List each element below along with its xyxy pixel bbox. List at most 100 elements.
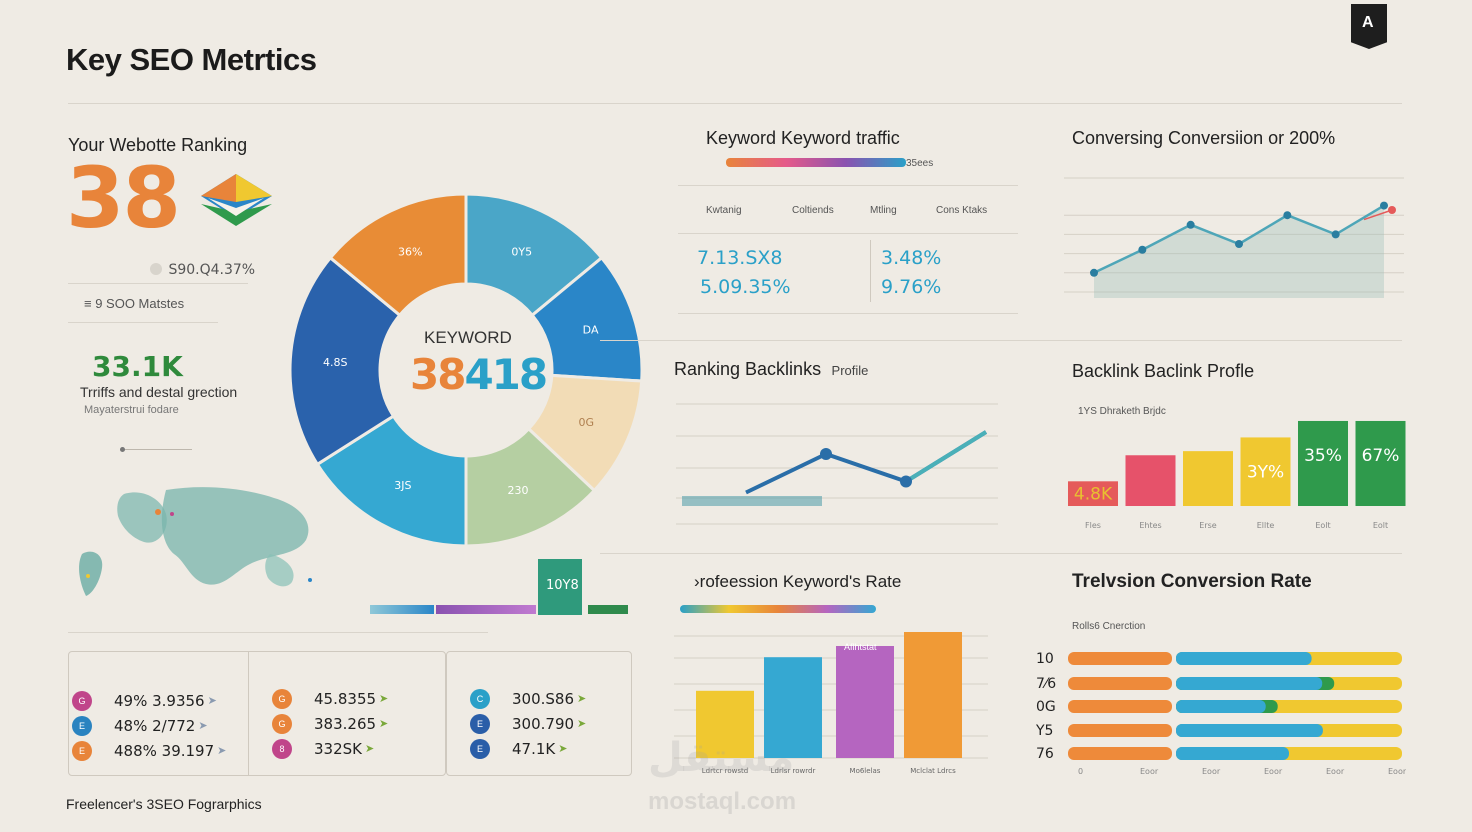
stat-row: 8 332SK ➤ xyxy=(272,736,388,761)
keyword-traffic-heading: Keyword Keyword traffic xyxy=(706,128,900,148)
bp-xlabel-2: Erse xyxy=(1199,521,1217,530)
kr-xlabel-3: Mclclat Ldrcs xyxy=(910,767,956,775)
right-lower-divider xyxy=(600,553,1402,554)
cr-orange-bar-1 xyxy=(1068,677,1172,690)
keywords-rate-bar-chart: Ldrtcr rowstd Ldrlsr rowrdr Mo6lelas Mclcla… xyxy=(674,632,988,775)
kr-xlabel-0: Ldrtcr rowstd xyxy=(702,767,748,775)
kr-xlabel-1: Ldrlsr rowrdr xyxy=(771,767,816,775)
ranking-backlinks-line-chart xyxy=(676,403,998,525)
watermark-text: mostaql.com xyxy=(648,788,797,815)
traffic-value: 33.1K xyxy=(92,350,183,383)
kr-bar-3 xyxy=(904,632,962,758)
header-divider xyxy=(68,103,1402,104)
stat-value: 383.265 xyxy=(314,714,377,733)
donut-slice-4 xyxy=(315,414,468,548)
cr-xlabel-0: 0 xyxy=(1078,767,1083,776)
keywords-rate-bar-text: Aflhtstat xyxy=(844,642,877,652)
arrow-icon: ➤ xyxy=(217,745,227,757)
stats-column-3: C 300.S86 ➤ E 300.790 ➤ E 47.1K ➤ xyxy=(470,686,586,761)
donut-badge: 10Y8 xyxy=(546,578,579,593)
kt-right-value-2: 9.76% xyxy=(881,276,942,298)
cr-orange-bar-3 xyxy=(1068,724,1172,737)
bullet-icon xyxy=(150,263,162,275)
ranking-sub-value-text: S90.Q4.37% xyxy=(168,262,256,278)
stat-row: C 300.S86 ➤ xyxy=(470,686,586,711)
stat-row: G 49% 3.9356 ➤ xyxy=(72,688,226,713)
stat-row: E 48% 2/772 ➤ xyxy=(72,713,226,738)
bp-bar-3 xyxy=(1240,437,1291,506)
backlink-profile-bar-chart: 4.8K Fles Ehtes Erse 3Y% Ellte 35% Eolt 67% Eolt xyxy=(1068,420,1406,530)
kt-col-divider xyxy=(870,240,871,302)
cr-row-label-2: 0G xyxy=(1036,699,1056,715)
conv-point xyxy=(1283,211,1292,220)
arrow-icon: ➤ xyxy=(379,693,389,705)
kt-divider-top xyxy=(678,185,1018,186)
donut-badge-bar xyxy=(538,559,582,615)
kr-bar-0 xyxy=(696,690,754,758)
arrow-icon: ➤ xyxy=(365,743,375,755)
donut-center-value-b: 418 xyxy=(464,350,548,399)
world-map-icon xyxy=(79,487,312,596)
donut-center-value-a: 38 xyxy=(410,350,466,399)
conversion-line-chart xyxy=(1064,177,1404,298)
stat-value: 45.8355 xyxy=(314,689,377,708)
brand-logo: A xyxy=(1351,4,1387,49)
bp-xlabel-4: Eolt xyxy=(1315,521,1330,530)
cr-xlabel-5: Eoor xyxy=(1388,767,1406,776)
stat-icon: E xyxy=(470,713,490,734)
stat-value: 332SK xyxy=(314,739,362,758)
bp-bar-2 xyxy=(1183,451,1233,506)
kr-xlabel-2: Mo6lelas xyxy=(850,767,881,775)
slider-track xyxy=(120,449,192,450)
bp-xlabel-3: Ellte xyxy=(1257,521,1275,530)
conv-point xyxy=(1090,268,1098,277)
bp-bar-0 xyxy=(1068,481,1118,506)
cr-orange-bar-2 xyxy=(1068,700,1172,713)
arrow-icon: ➤ xyxy=(577,693,587,705)
cr-blue-inner-3 xyxy=(1176,724,1311,737)
keywords-rate-bar xyxy=(680,605,876,613)
donut-chart: 0Y5 DA 0G 230 3JS 4.8S 36% xyxy=(288,192,644,548)
conversion-rate-sub: Rolls6 Cnerction xyxy=(1072,621,1146,632)
rb-base-bar xyxy=(682,496,822,506)
slider-dot xyxy=(120,447,125,452)
legend-bar-2 xyxy=(436,605,536,614)
stat-icon: E xyxy=(470,738,490,759)
cr-orange-bar-0 xyxy=(1068,652,1172,665)
kt-right-value-1: 3.48% xyxy=(881,247,942,269)
arrow-icon: ➤ xyxy=(577,718,587,730)
logo-glyph: A xyxy=(1362,14,1374,31)
donut-center-value: 38418 xyxy=(410,350,548,399)
kt-col-2: Coltiends xyxy=(792,205,834,216)
kt-col-1: Kwtanig xyxy=(706,205,742,216)
bp-label-3: 3Y% xyxy=(1247,462,1284,482)
left-bottom-divider xyxy=(68,632,488,633)
metric-divider xyxy=(68,322,218,323)
cr-blue-inner-0 xyxy=(1176,652,1300,665)
bp-bar-4 xyxy=(1298,420,1348,506)
cr-row-label-3: Y5 xyxy=(1035,723,1053,739)
donut-slice-6 xyxy=(328,192,468,318)
ranking-sub-value: S90.Q4.37% xyxy=(150,262,255,278)
bp-bar-1 xyxy=(1125,455,1176,506)
cr-xlabel-4: Eoor xyxy=(1326,767,1345,776)
donut-label-4: 3JS xyxy=(394,479,411,492)
stat-value: 48% 2/772 xyxy=(114,716,196,735)
traffic-label: Trriffs and destal grection xyxy=(80,384,238,400)
conv-point xyxy=(1331,230,1340,239)
legend-bar-1 xyxy=(370,605,434,614)
cr-orange-bar-4 xyxy=(1068,747,1172,760)
kr-bar-2 xyxy=(836,646,894,758)
right-mid-divider xyxy=(600,340,1402,341)
kt-divider-mid xyxy=(678,233,1018,234)
stat-value: 488% 39.197 xyxy=(114,741,215,760)
traffic-sub: Mayaterstrui fodare xyxy=(84,404,179,416)
conversion-heading: Conversing Conversiion or 200% xyxy=(1072,128,1336,148)
cr-xlabel-2: Eoor xyxy=(1202,767,1221,776)
stat-icon: E xyxy=(72,740,92,761)
keyword-traffic-bar xyxy=(726,158,906,167)
bp-label-5: 67% xyxy=(1362,446,1400,466)
bp-label-4: 35% xyxy=(1304,446,1342,466)
kt-divider-bottom xyxy=(678,313,1018,314)
conv-point xyxy=(1235,240,1243,248)
